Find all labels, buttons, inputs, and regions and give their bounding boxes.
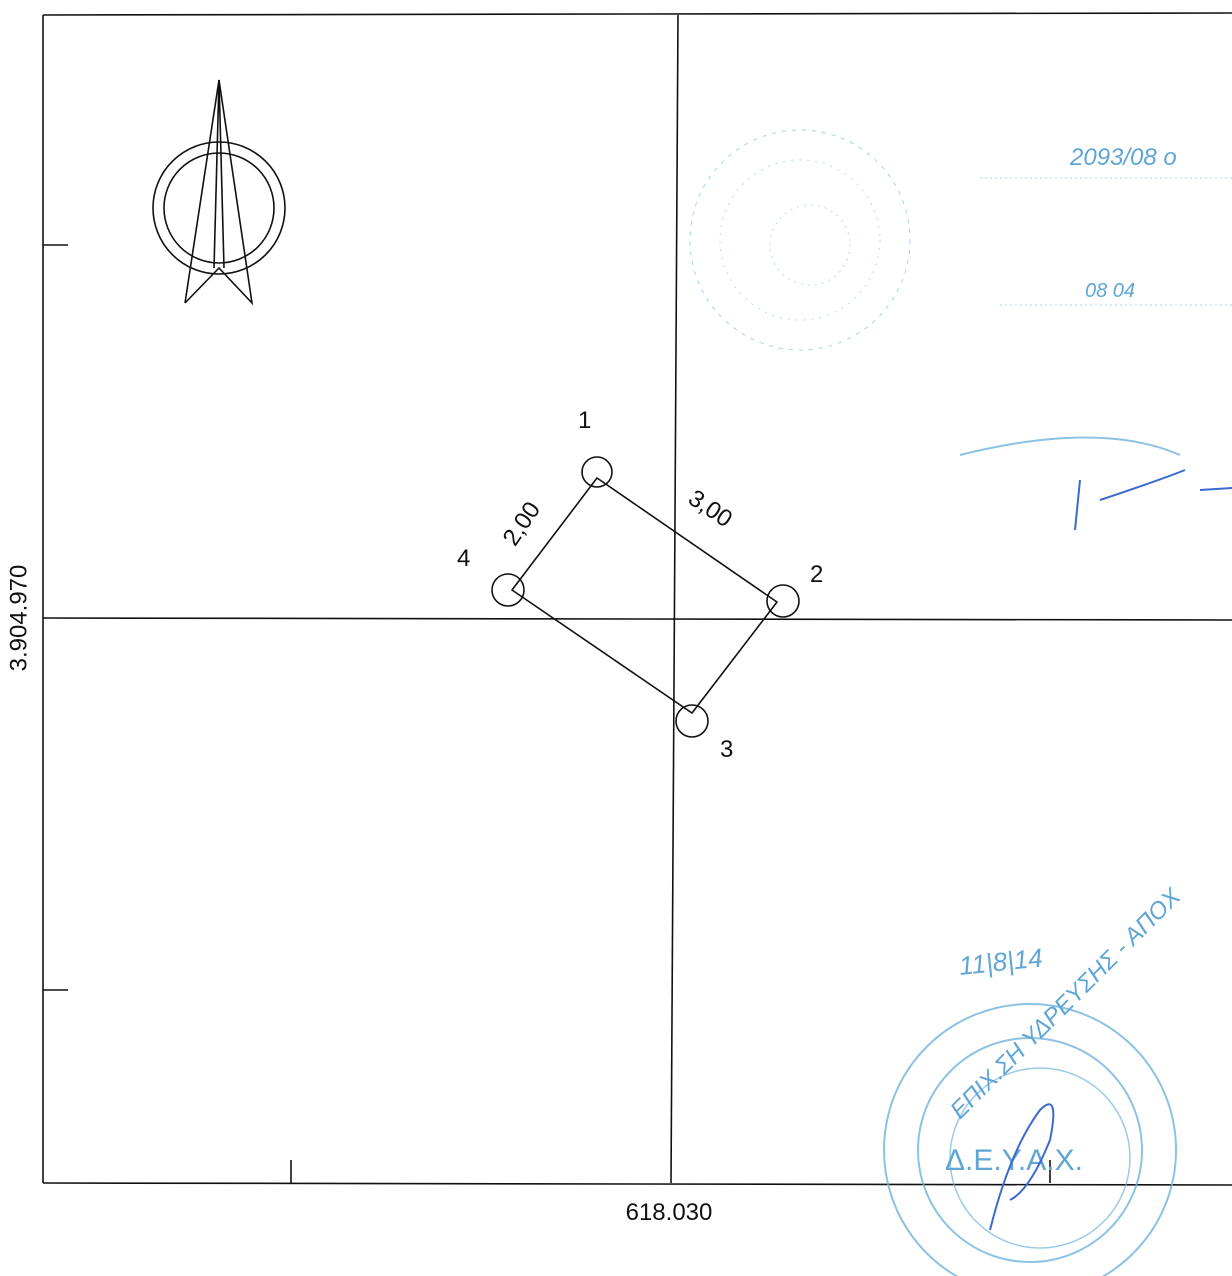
stamp-date: 08 04 (1085, 280, 1135, 302)
y-coordinate-label: 3.904.970 (5, 565, 32, 672)
protocol-number: 2093/08 ο (1069, 144, 1177, 171)
north-arrow (153, 80, 285, 303)
point-label: 3 (720, 736, 733, 763)
grid-vertical (671, 15, 678, 1183)
parcel-outline (512, 478, 777, 713)
point-marker (767, 585, 799, 617)
x-coordinate-label: 618.030 (626, 1199, 713, 1226)
handwritten-date: 11|8|14 (957, 942, 1044, 981)
organization-stamp: ΕΠΙΧ.ΣΗ ΥΔΡΕΥΣΗΣ - ΑΠΟΧ Δ.Ε.Υ.Α.Χ. 11|8|… (884, 883, 1187, 1276)
point-marker (676, 705, 708, 737)
point-label: 4 (457, 545, 470, 572)
point-label: 2 (810, 561, 823, 588)
grid-horizontal (43, 618, 1232, 620)
point-marker (582, 457, 612, 487)
stamp-ring-text: ΕΠΙΧ.ΣΗ ΥΔΡΕΥΣΗΣ - ΑΠΟΧ (945, 883, 1187, 1125)
stamp-abbreviation: Δ.Ε.Υ.Α.Χ. (945, 1144, 1083, 1177)
point-label: 1 (578, 407, 591, 434)
edge-length: 2,00 (498, 497, 547, 551)
edge-length: 3,00 (683, 485, 737, 534)
frame-bottom (43, 1183, 1232, 1185)
survey-plan: 3.904.970 618.030 1 2 3 4 2,00 3,00 2093… (0, 0, 1232, 1276)
approval-stamp: 2093/08 ο 08 04 (690, 130, 1232, 530)
point-marker (492, 574, 524, 606)
frame-top (43, 13, 1232, 15)
